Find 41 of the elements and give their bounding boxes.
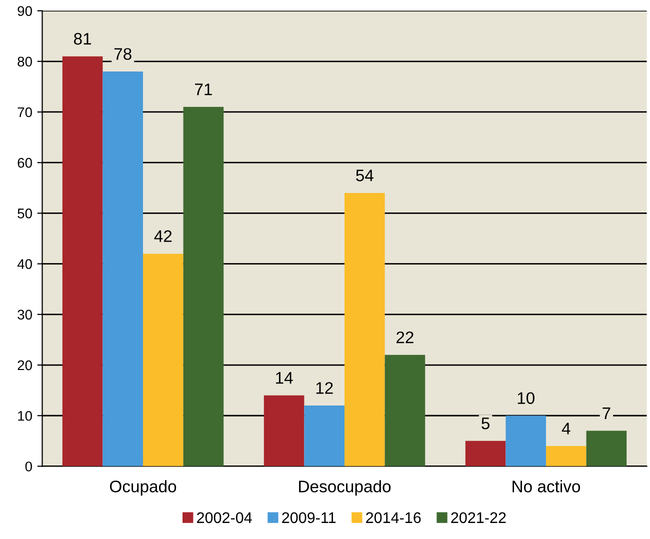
- y-tick-label: 50: [18, 208, 32, 218]
- legend-label: 2002-04: [197, 512, 252, 524]
- data-label: 7: [602, 408, 610, 420]
- x-tick-label: Desocupado: [299, 480, 391, 496]
- x-tick-label: Ocupado: [110, 480, 176, 496]
- bar: [62, 56, 103, 466]
- x-tick-label: No activo: [512, 480, 580, 492]
- data-label: 12: [316, 382, 333, 394]
- y-tick-label: 80: [18, 56, 32, 67]
- data-label: 71: [195, 84, 212, 96]
- legend-label: 2014-16: [366, 512, 421, 524]
- data-label: 4: [562, 422, 570, 434]
- data-label: 5: [482, 418, 490, 430]
- bar: [384, 354, 426, 466]
- bar: [102, 72, 143, 466]
- bar: [546, 446, 586, 466]
- legend-label: 2009-11: [282, 512, 336, 524]
- bar: [183, 106, 224, 466]
- y-tick-label: 20: [18, 360, 32, 370]
- data-label: 54: [356, 170, 374, 182]
- y-tick-label: 0: [25, 462, 32, 472]
- y-tick-label: 90: [18, 6, 32, 16]
- bar: [264, 395, 304, 466]
- data-label: 22: [396, 331, 414, 344]
- bar: [586, 430, 627, 466]
- bar: [506, 416, 546, 466]
- y-tick-label: 30: [18, 310, 32, 320]
- legend-label: 2021-22: [451, 512, 506, 524]
- data-label: 81: [74, 32, 92, 45]
- y-tick-label: 10: [18, 410, 32, 421]
- y-tick-label: 70: [18, 107, 32, 118]
- y-tick-label: 60: [18, 158, 32, 168]
- data-label: 10: [518, 392, 534, 404]
- bar: [465, 440, 506, 466]
- bar: [344, 192, 385, 466]
- data-label: 78: [114, 48, 132, 60]
- bar: [304, 406, 344, 466]
- data-label: 14: [276, 372, 293, 384]
- bar: [143, 254, 184, 466]
- data-label: 42: [154, 230, 172, 242]
- y-tick-label: 40: [17, 259, 32, 269]
